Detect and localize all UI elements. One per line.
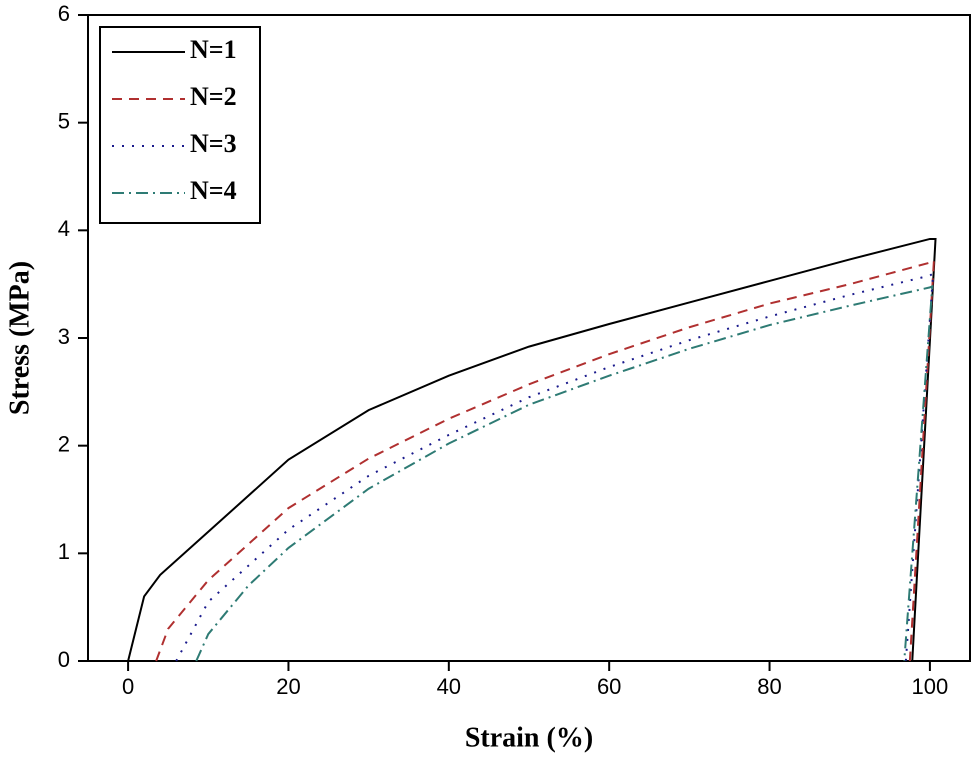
series-line xyxy=(127,237,937,662)
y-tick-label: 5 xyxy=(58,108,70,133)
x-tick-label: 20 xyxy=(276,674,300,699)
legend-label: N=4 xyxy=(190,176,237,205)
series-line xyxy=(175,271,935,662)
x-tick-label: 0 xyxy=(122,674,134,699)
legend-label: N=1 xyxy=(190,35,237,64)
series-line xyxy=(155,258,936,662)
y-axis-label: Stress (MPa) xyxy=(4,261,35,415)
y-tick-label: 1 xyxy=(58,539,70,564)
y-tick-label: 3 xyxy=(58,324,70,349)
series-line xyxy=(195,284,934,662)
y-tick-label: 0 xyxy=(58,647,70,672)
legend-label: N=2 xyxy=(190,82,237,111)
x-tick-label: 60 xyxy=(597,674,621,699)
legend-label: N=3 xyxy=(190,129,237,158)
legend-box xyxy=(99,26,261,224)
y-tick-label: 6 xyxy=(58,1,70,26)
x-tick-label: 40 xyxy=(437,674,461,699)
x-tick-label: 100 xyxy=(912,674,949,699)
y-tick-label: 2 xyxy=(58,431,70,456)
y-tick-label: 4 xyxy=(58,216,70,241)
x-tick-label: 80 xyxy=(757,674,781,699)
x-axis-label: Strain (%) xyxy=(465,722,593,753)
